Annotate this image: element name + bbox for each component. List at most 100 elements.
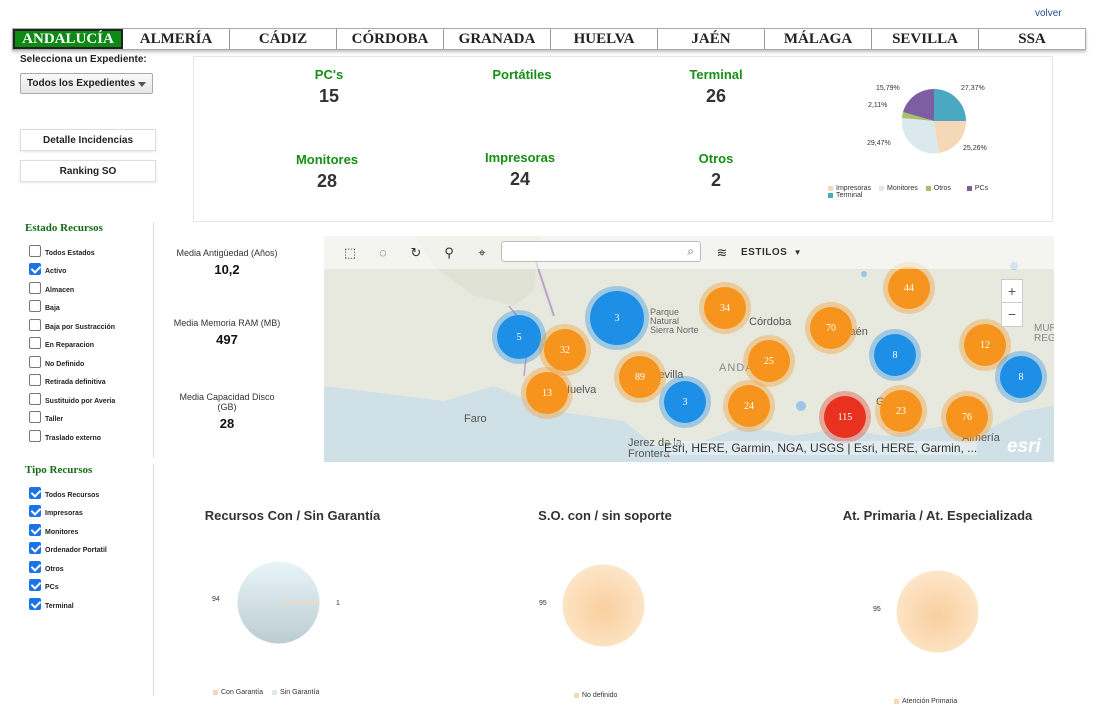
- estado-checkbox[interactable]: [29, 300, 41, 312]
- map-view[interactable]: Parque Natural Sierra Norte Córdoba ANDA…: [324, 236, 1054, 462]
- estado-checkbox-row[interactable]: Traslado externo: [25, 423, 153, 442]
- estado-checkbox-row[interactable]: Todos Estados: [25, 238, 153, 257]
- tab-granada[interactable]: GRANADA: [444, 29, 551, 49]
- map-cluster-marker[interactable]: 25: [748, 340, 790, 382]
- tipo-checkbox[interactable]: [29, 523, 41, 536]
- tipo-checkbox[interactable]: [29, 542, 41, 554]
- map-cluster-marker[interactable]: 3: [590, 291, 644, 345]
- map-cluster-marker[interactable]: 8: [1000, 356, 1042, 398]
- estado-checkbox-row[interactable]: En Reparacion: [25, 331, 153, 349]
- estado-checkbox-label: Baja por Sustracción: [45, 323, 116, 331]
- zoom-out-button[interactable]: −: [1007, 306, 1017, 322]
- expediente-select[interactable]: Todos los Expedientes: [20, 73, 153, 94]
- estado-checkbox-row[interactable]: No Definido: [25, 349, 153, 368]
- tab-ssa[interactable]: SSA: [1018, 30, 1046, 47]
- tab-almeria[interactable]: ALMERÍA: [123, 29, 230, 49]
- map-cluster-marker[interactable]: 5: [497, 315, 541, 359]
- estado-checkbox-row[interactable]: Activo: [25, 257, 153, 275]
- legend-con-garantia: Con Garantía: [221, 689, 264, 696]
- map-cluster-marker[interactable]: 89: [619, 356, 661, 398]
- estado-checkbox[interactable]: [29, 318, 41, 331]
- select-circle-icon[interactable]: ◌: [379, 245, 387, 260]
- tipo-checkbox-row[interactable]: Monitores: [25, 517, 153, 536]
- kpi-panel: PC's 15 Portátiles Terminal 26 Monitores…: [193, 56, 1053, 222]
- tipo-checkbox-row[interactable]: Otros: [25, 554, 153, 573]
- volver-link[interactable]: volver: [1035, 8, 1062, 19]
- estado-checkbox-row[interactable]: Taller: [25, 405, 153, 423]
- layers-icon[interactable]: ≋: [716, 245, 728, 260]
- kpi-pie-chart: [901, 88, 967, 154]
- map-cluster-marker[interactable]: 24: [728, 385, 770, 427]
- stat-ram-label: Media Memoria RAM (MB): [173, 318, 281, 328]
- map-cluster-marker[interactable]: 12: [964, 324, 1006, 366]
- estado-checkbox[interactable]: [29, 411, 41, 423]
- estado-checkbox[interactable]: [29, 281, 41, 294]
- legend-otros: Otros: [925, 185, 951, 192]
- tipo-checkbox-row[interactable]: Impresoras: [25, 499, 153, 517]
- map-cluster-marker[interactable]: 32: [544, 329, 586, 371]
- detalle-incidencias-button[interactable]: Detalle Incidencias: [20, 129, 156, 151]
- estado-checkbox-row[interactable]: Baja por Sustracción: [25, 312, 153, 331]
- tab-sevilla[interactable]: SEVILLA: [872, 29, 979, 49]
- select-lasso-icon[interactable]: ↻: [410, 245, 422, 260]
- garantia-legend: Con Garantía Sin Garantía: [213, 689, 319, 696]
- tipo-checkbox[interactable]: [29, 505, 41, 517]
- map-cluster-marker[interactable]: 13: [526, 372, 568, 414]
- map-cluster-marker[interactable]: 76: [946, 396, 988, 438]
- map-cluster-marker[interactable]: 34: [704, 287, 746, 329]
- estado-checkbox[interactable]: [29, 337, 41, 349]
- estado-checkbox[interactable]: [29, 429, 41, 442]
- map-cluster-marker[interactable]: 115: [824, 396, 866, 438]
- map-search-input[interactable]: ⌕: [501, 241, 701, 262]
- select-rectangle-icon[interactable]: ⬚: [343, 245, 357, 260]
- tab-jaen[interactable]: JAÉN: [658, 29, 765, 49]
- estado-checkbox[interactable]: [29, 355, 41, 368]
- tipo-checkbox[interactable]: [29, 579, 41, 591]
- kpi-impresoras-label: Impresoras: [484, 150, 556, 165]
- garantia-pie: [237, 561, 320, 644]
- stat-disco-label: Media Capacidad Disco (GB): [179, 392, 275, 412]
- search-icon[interactable]: ⌕: [687, 244, 694, 258]
- kpi-monitores-value: 28: [316, 171, 338, 191]
- tab-cadiz[interactable]: CÁDIZ: [230, 29, 337, 49]
- estado-checkbox-label: No Definido: [45, 360, 85, 368]
- zoom-to-selection-icon[interactable]: ⌖: [478, 245, 486, 260]
- clear-pin-icon[interactable]: ⚲: [444, 245, 454, 260]
- tab-huelva[interactable]: HUELVA: [551, 29, 658, 49]
- map-cluster-marker[interactable]: 44: [888, 267, 930, 309]
- tab-cordoba[interactable]: CÓRDOBA: [337, 29, 444, 49]
- estado-checkbox[interactable]: [29, 263, 41, 275]
- estado-checkbox-row[interactable]: Almacen: [25, 275, 153, 294]
- stat-disco-value: 28: [219, 416, 235, 431]
- tipo-checkbox[interactable]: [29, 560, 41, 573]
- map-cluster-marker[interactable]: 23: [880, 390, 922, 432]
- tipo-checkbox[interactable]: [29, 486, 41, 499]
- pie-slice-otros: [902, 112, 934, 121]
- kpi-impresoras-value: 24: [509, 169, 531, 189]
- map-cluster-marker[interactable]: 70: [810, 307, 852, 349]
- tipo-checkbox[interactable]: [29, 597, 41, 610]
- estilos-dropdown[interactable]: ESTILOS ▼: [741, 247, 802, 258]
- tipo-checkbox-row[interactable]: PCs: [25, 573, 153, 591]
- pie-slice-no-definido: [562, 564, 645, 647]
- estado-checkbox[interactable]: [29, 374, 41, 386]
- kpi-monitores: Monitores 28: [252, 152, 402, 192]
- tab-malaga[interactable]: MÁLAGA: [765, 29, 872, 49]
- estado-checkbox-row[interactable]: Retirada definitiva: [25, 368, 153, 386]
- tipo-checkbox-row[interactable]: Ordenador Portatil: [25, 536, 153, 554]
- chevron-down-icon: ▼: [793, 248, 802, 257]
- estado-checkbox[interactable]: [29, 244, 41, 257]
- estado-checkbox-row[interactable]: Baja: [25, 294, 153, 312]
- ranking-so-button[interactable]: Ranking SO: [20, 160, 156, 182]
- tab-andalucia[interactable]: ANDALUCÍA: [13, 29, 123, 49]
- zoom-in-button[interactable]: +: [1002, 280, 1022, 303]
- tipo-checkbox-label: Terminal: [45, 602, 74, 610]
- map-cluster-marker[interactable]: 8: [874, 334, 916, 376]
- map-cluster-marker[interactable]: 3: [664, 381, 706, 423]
- tipo-checkbox-row[interactable]: Todos Recursos: [25, 480, 153, 499]
- map-label-cordoba: Córdoba: [749, 316, 792, 328]
- tipo-checkbox-row[interactable]: Terminal: [25, 591, 153, 610]
- tipo-checkbox-label: Impresoras: [45, 510, 83, 517]
- estado-checkbox-row[interactable]: Sustituido por Averia: [25, 386, 153, 405]
- estado-checkbox[interactable]: [29, 392, 41, 405]
